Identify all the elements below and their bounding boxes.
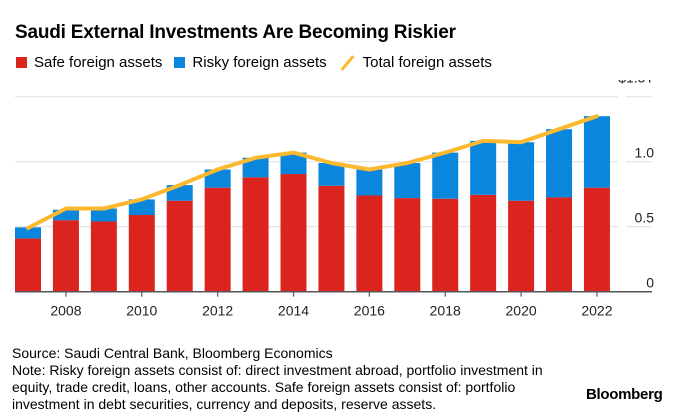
bar-risky-2015: [318, 163, 345, 186]
note-text: Note: Risky foreign assets consist of: d…: [12, 362, 543, 412]
bar-risky-2009: [90, 208, 117, 222]
x-tick-label: 2022: [581, 303, 612, 319]
legend-label-risky: Risky foreign assets: [192, 54, 327, 71]
y-tick-label: 1.0: [635, 145, 655, 161]
bar-safe-2022: [583, 187, 610, 292]
x-tick-label: 2012: [202, 303, 233, 319]
bar-safe-2007: [15, 238, 41, 292]
bar-safe-2010: [128, 215, 155, 292]
legend-label-safe: Safe foreign assets: [34, 54, 163, 71]
bar-safe-2019: [470, 194, 497, 292]
bar-safe-2020: [508, 200, 535, 292]
bar-safe-2009: [90, 221, 117, 292]
bar-risky-2017: [394, 163, 421, 199]
bloomberg-logo: Bloomberg: [586, 386, 663, 403]
bar-risky-2018: [432, 152, 459, 199]
bar-risky-2007: [15, 227, 41, 239]
x-tick-label: 2020: [506, 303, 537, 319]
legend-item-total: Total foreign assets: [339, 54, 492, 71]
legend: Safe foreign assets Risky foreign assets…: [16, 54, 504, 71]
bar-safe-2013: [242, 177, 269, 292]
bar-risky-2020: [508, 142, 535, 201]
y-tick-label: 0.5: [635, 210, 655, 226]
source-text: Source: Saudi Central Bank, Bloomberg Ec…: [12, 345, 333, 361]
x-tick-label: 2016: [354, 303, 385, 319]
y-tick-label: $1.5T: [618, 80, 654, 86]
chart-plot: 0 0.5 1.0 $1.5T 2008 2010 2012 2014 2016 2018 2020…: [15, 80, 655, 319]
bar-risky-2021: [546, 129, 573, 198]
x-tick-label: 2014: [278, 303, 309, 319]
bar-safe-2016: [356, 195, 383, 292]
legend-swatch-safe: [16, 57, 27, 68]
bar-risky-2016: [356, 169, 383, 196]
legend-item-risky: Risky foreign assets: [174, 54, 327, 71]
bar-risky-2022: [583, 116, 610, 188]
x-tick-label: 2008: [50, 303, 81, 319]
x-tick-label: 2010: [126, 303, 157, 319]
bar-safe-2012: [204, 187, 231, 292]
bar-safe-2008: [52, 220, 79, 292]
bar-safe-2018: [432, 198, 459, 292]
bar-safe-2014: [280, 174, 307, 292]
bar-safe-2017: [394, 198, 421, 292]
bar-safe-2011: [166, 200, 193, 292]
bar-risky-2014: [280, 152, 307, 175]
bar-safe-2015: [318, 185, 345, 292]
bar-risky-2008: [52, 209, 79, 221]
line-total-foreign-assets: [26, 114, 599, 230]
legend-item-safe: Safe foreign assets: [16, 54, 162, 71]
bar-safe-2021: [546, 197, 573, 292]
chart-title: Saudi External Investments Are Becoming …: [15, 22, 456, 43]
y-tick-label: 0: [646, 275, 654, 291]
bar-risky-2019: [470, 140, 497, 195]
legend-label-total: Total foreign assets: [362, 54, 492, 71]
legend-swatch-risky: [174, 57, 186, 68]
footer: Source: Saudi Central Bank, Bloomberg Ec…: [12, 345, 572, 413]
x-tick-label: 2018: [430, 303, 461, 319]
legend-swatch-total: [339, 55, 355, 71]
bar-risky-2013: [242, 157, 269, 178]
bar-risky-2010: [128, 199, 155, 215]
